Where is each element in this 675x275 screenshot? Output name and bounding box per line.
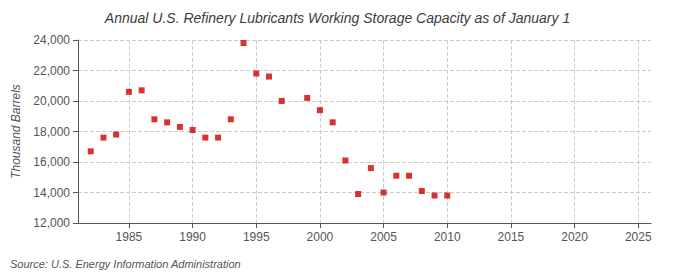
svg-text:2025: 2025 <box>625 230 652 244</box>
svg-text:12,000: 12,000 <box>33 216 70 230</box>
svg-text:16,000: 16,000 <box>33 155 70 169</box>
svg-text:2015: 2015 <box>498 230 525 244</box>
svg-text:Source: U.S. Energy Informatio: Source: U.S. Energy Information Administ… <box>10 258 241 270</box>
svg-text:Annual U.S. Refinery Lubricant: Annual U.S. Refinery Lubricants Working … <box>104 10 570 26</box>
svg-text:14,000: 14,000 <box>33 186 70 200</box>
svg-text:20,000: 20,000 <box>33 94 70 108</box>
svg-text:2020: 2020 <box>561 230 588 244</box>
svg-text:Thousand Barrels: Thousand Barrels <box>9 84 23 179</box>
svg-text:1985: 1985 <box>116 230 143 244</box>
svg-text:18,000: 18,000 <box>33 125 70 139</box>
svg-text:22,000: 22,000 <box>33 64 70 78</box>
svg-text:1990: 1990 <box>179 230 206 244</box>
svg-text:2005: 2005 <box>370 230 397 244</box>
svg-text:1995: 1995 <box>243 230 270 244</box>
svg-text:24,000: 24,000 <box>33 33 70 47</box>
svg-text:2000: 2000 <box>307 230 334 244</box>
svg-text:2010: 2010 <box>434 230 461 244</box>
